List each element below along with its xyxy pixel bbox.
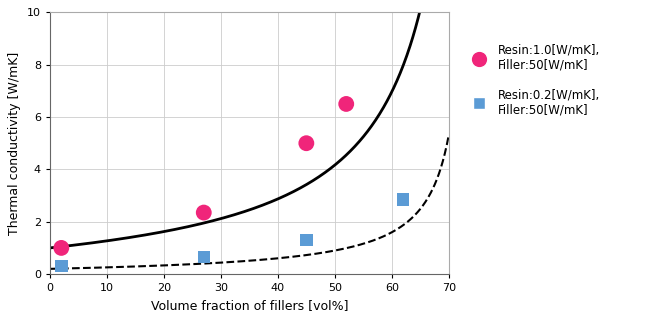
Y-axis label: Thermal conductivity [W/mK]: Thermal conductivity [W/mK]	[9, 52, 21, 235]
Point	[398, 197, 409, 202]
Point	[56, 245, 67, 251]
Point	[199, 254, 209, 260]
Point	[56, 264, 67, 269]
Point	[301, 141, 312, 146]
Legend: Resin:1.0[W/mK],
Filler:50[W/mK], Resin:0.2[W/mK],
Filler:50[W/mK]: Resin:1.0[W/mK], Filler:50[W/mK], Resin:…	[463, 39, 605, 121]
X-axis label: Volume fraction of fillers [vol%]: Volume fraction of fillers [vol%]	[150, 299, 348, 312]
Point	[199, 210, 209, 215]
Point	[341, 101, 352, 107]
Point	[301, 237, 312, 243]
